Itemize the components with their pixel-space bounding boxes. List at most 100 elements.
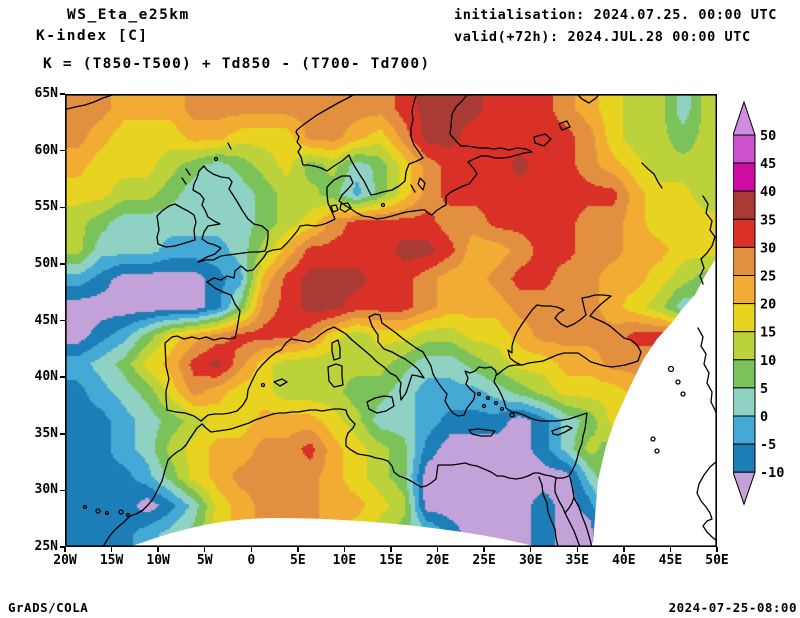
coastline-caspian [697, 327, 717, 416]
colorbar-band [732, 359, 756, 389]
island-corsica [331, 339, 341, 361]
grads-credit: GrADS/COLA [8, 600, 89, 615]
island-bornholm [380, 202, 386, 208]
lat-tick [60, 263, 65, 265]
colorbar-label: 25 [760, 269, 776, 285]
island-mallorca [273, 378, 288, 387]
island-canary-3 [104, 510, 110, 516]
lat-tick-label: 45N [34, 312, 58, 328]
island-aegean-4 [481, 403, 487, 409]
coastline-scandinavia [295, 94, 424, 196]
lat-tick-label: 35N [34, 425, 58, 441]
init-time-label: initialisation: 2024.07.25. 00:00 UTC [454, 7, 777, 23]
island-aegean-2 [485, 395, 491, 401]
map-border [65, 94, 717, 547]
lon-tick [483, 547, 485, 552]
colorbar-band [732, 443, 756, 473]
colorbar-label: 10 [760, 353, 776, 369]
island-aegean-3 [493, 400, 499, 406]
lon-tick [343, 547, 346, 552]
island-canary-1 [82, 504, 88, 510]
colorbar: 50 45 40 35 30 25 20 15 10 5 0 -5 -10 [732, 100, 795, 515]
lat-tick [60, 489, 65, 492]
colorbar-label: 45 [760, 156, 776, 172]
colorbar-label: 40 [760, 184, 776, 200]
lon-tick-label: 45E [658, 553, 683, 568]
island-sardinia [327, 363, 344, 388]
lat-tick-label: 55N [34, 199, 58, 215]
coastline-sinai-redsea-west [554, 477, 581, 547]
colorbar-band [732, 134, 756, 164]
river-volga [699, 195, 716, 285]
lon-tick [669, 547, 672, 552]
island-gulf-2 [675, 379, 681, 385]
island-fyn [330, 204, 339, 213]
lon-tick-label: 10W [146, 553, 170, 568]
lon-tick [157, 547, 159, 552]
island-gulf-1 [667, 365, 675, 373]
lon-tick [203, 547, 206, 552]
coastline-mainland-west [164, 94, 533, 422]
lon-tick [623, 547, 625, 552]
lon-tick-label: 20E [425, 553, 450, 568]
river-dvina [641, 162, 663, 189]
lat-tick [60, 93, 65, 95]
colorbar-label: -10 [760, 465, 784, 481]
colorbar-label: 15 [760, 325, 776, 341]
island-gotland [417, 177, 426, 191]
lat-tick [60, 149, 65, 152]
island-ibiza [260, 382, 266, 388]
lon-tick [529, 547, 532, 552]
lon-tick-label: 0 [247, 553, 256, 568]
colorbar-label: 50 [760, 128, 776, 144]
lat-tick-label: 50N [34, 255, 58, 271]
lon-tick-label: 5E [290, 553, 306, 568]
island-rhodes [509, 412, 515, 418]
island-oland [410, 184, 416, 193]
lon-tick-label: 15E [379, 553, 403, 568]
island-hebrides [181, 142, 232, 185]
lat-tick [60, 319, 65, 322]
lon-tick [297, 547, 299, 552]
lon-tick-label: 15W [99, 553, 124, 568]
colorbar-band [732, 218, 756, 248]
island-cyprus [551, 425, 573, 436]
lon-tick-label: 5W [196, 553, 213, 568]
lat-tick-label: 40N [34, 369, 58, 385]
coastline-sinai-east [564, 476, 575, 514]
coastline-med-north-blacksea [280, 294, 642, 417]
lat-tick [60, 206, 65, 208]
colorbar-band [732, 415, 756, 445]
colorbar-band [732, 303, 756, 333]
lat-tick [60, 433, 65, 435]
lon-tick-label: 25E [472, 553, 496, 568]
lon-tick-label: 40E [612, 553, 636, 568]
island-orkney [213, 156, 219, 162]
lat-tick-label: 60N [34, 142, 58, 158]
lon-tick [110, 547, 113, 552]
island-canary-4 [118, 509, 124, 515]
colorbar-band [732, 246, 756, 276]
colorbar-label: 5 [760, 381, 768, 397]
valid-time-label: valid(+72h): 2024.JUL.28 00:00 UTC [454, 29, 751, 45]
colorbar-label: 35 [760, 212, 776, 228]
island-gulf-5 [654, 448, 660, 454]
lon-tick [576, 547, 579, 552]
island-zealand [339, 202, 352, 213]
lon-tick-label: 30E [518, 553, 543, 568]
lon-tick [250, 547, 253, 552]
island-aegean-1 [476, 391, 482, 397]
lat-tick-label: 65N [34, 86, 58, 101]
lake-onega [558, 120, 571, 131]
colorbar-label: 30 [760, 240, 776, 256]
lon-tick-label: 50E [705, 553, 729, 568]
lat-tick [60, 376, 65, 378]
coastline-whitesea [576, 94, 601, 104]
colorbar-band [732, 331, 756, 361]
mask-right-wedge [589, 94, 717, 547]
coastline-redsea-east [573, 497, 593, 547]
lon-tick [390, 547, 392, 552]
island-gulf-4 [650, 436, 656, 442]
